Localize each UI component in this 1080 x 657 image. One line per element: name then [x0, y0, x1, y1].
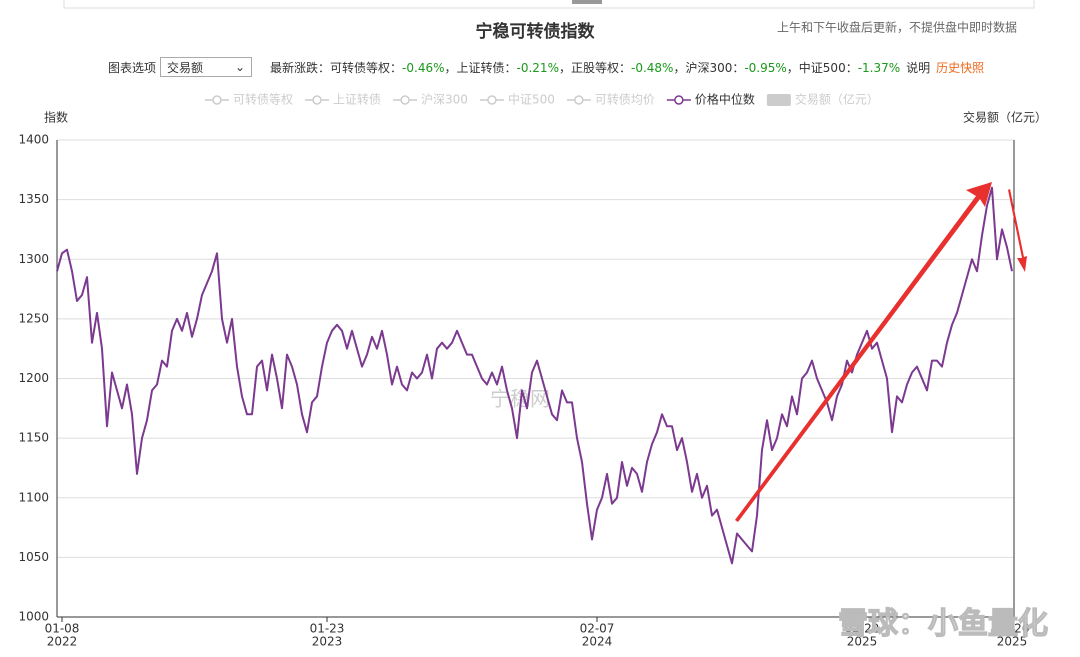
stat-label: ，正股等权： [558, 60, 631, 75]
x-tick-label: 01-08 [45, 622, 80, 636]
legend-marker [766, 94, 791, 106]
stat-value: -0.95% [744, 60, 787, 75]
x-tick-label: 03-26 [995, 622, 1030, 636]
stat-value: -0.21% [516, 60, 559, 75]
legend-label: 中证500 [508, 92, 555, 107]
y-axis-label: 指数 [44, 110, 68, 125]
chart-title: 宁稳可转债指数 [476, 21, 596, 42]
controls: 图表选项 交易额 ⌄ 最新涨跌： 可转债等权：-0.46%，上证转债：-0.21%… [108, 55, 984, 79]
y-tick-label: 1150 [18, 431, 49, 445]
legend-label: 交易额（亿元） [795, 92, 879, 107]
arrow [735, 182, 992, 522]
x-tick-sublabel: 2023 [312, 635, 343, 649]
stats: 可转债等权：-0.46%，上证转债：-0.21%，正股等权：-0.48%，沪深3… [330, 59, 900, 76]
top-tab [572, 0, 602, 4]
x-tick-sublabel: 2022 [47, 635, 78, 649]
stat-label: ，上证转债： [444, 60, 517, 75]
y-tick-label: 1400 [18, 133, 49, 147]
legend-marker [487, 95, 497, 105]
options-label: 图表选项 [108, 60, 157, 75]
stat-label: ，中证500： [786, 60, 858, 75]
stat-label: 可转债等权： [330, 60, 403, 75]
y-tick-label: 1050 [18, 550, 49, 564]
y-tick-label: 1000 [18, 610, 49, 624]
stat-label: ，沪深300： [673, 60, 745, 75]
x-tick-sublabel: 2025 [847, 635, 878, 649]
y-tick-label: 1250 [18, 311, 49, 325]
x-tick-label: 02-07 [580, 622, 615, 636]
y-tick-label: 1350 [18, 192, 49, 206]
series-line [56, 186, 1013, 565]
stat-value: -0.46% [402, 60, 445, 75]
top-frame [63, 0, 1035, 9]
legend-marker [212, 95, 222, 105]
y-tick-label: 1300 [18, 252, 49, 266]
stats-label: 最新涨跌： [270, 60, 331, 75]
x-tick-label: 01-23 [310, 622, 345, 636]
arrow [1008, 189, 1027, 272]
y-tick-label: 1100 [18, 490, 49, 504]
legend-marker [574, 95, 584, 105]
legend-label: 价格中位数 [695, 92, 755, 107]
legend-label: 上证转债 [333, 92, 381, 107]
select-value: 交易额 [167, 60, 204, 75]
link[interactable]: 历史快照 [936, 60, 985, 75]
stat-value: -1.37% [857, 60, 901, 75]
legend-marker [674, 95, 684, 105]
select[interactable]: 交易额 ⌄ [160, 57, 253, 77]
chevron: ⌄ [234, 60, 246, 74]
legend-label: 可转债等权 [233, 92, 293, 107]
y2-axis-label: 交易额（亿元） [963, 110, 1047, 125]
legend-marker [400, 95, 410, 105]
legend-marker [312, 95, 322, 105]
note: 上午和下午收盘后更新，不提供盘中即时数据 [777, 20, 1017, 35]
legend-label: 沪深300 [421, 93, 468, 107]
x-tick-label: 02-22 [845, 622, 880, 636]
x-tick-sublabel: 2025 [997, 635, 1028, 649]
watermark: 雪球：小鱼量化 [838, 607, 1048, 642]
stat-value: -0.48% [630, 60, 674, 75]
legend-label: 可转债均价 [595, 92, 655, 107]
link[interactable]: 说明 [906, 60, 931, 75]
x-tick-sublabel: 2024 [582, 635, 613, 649]
y-tick-label: 1200 [18, 371, 49, 385]
